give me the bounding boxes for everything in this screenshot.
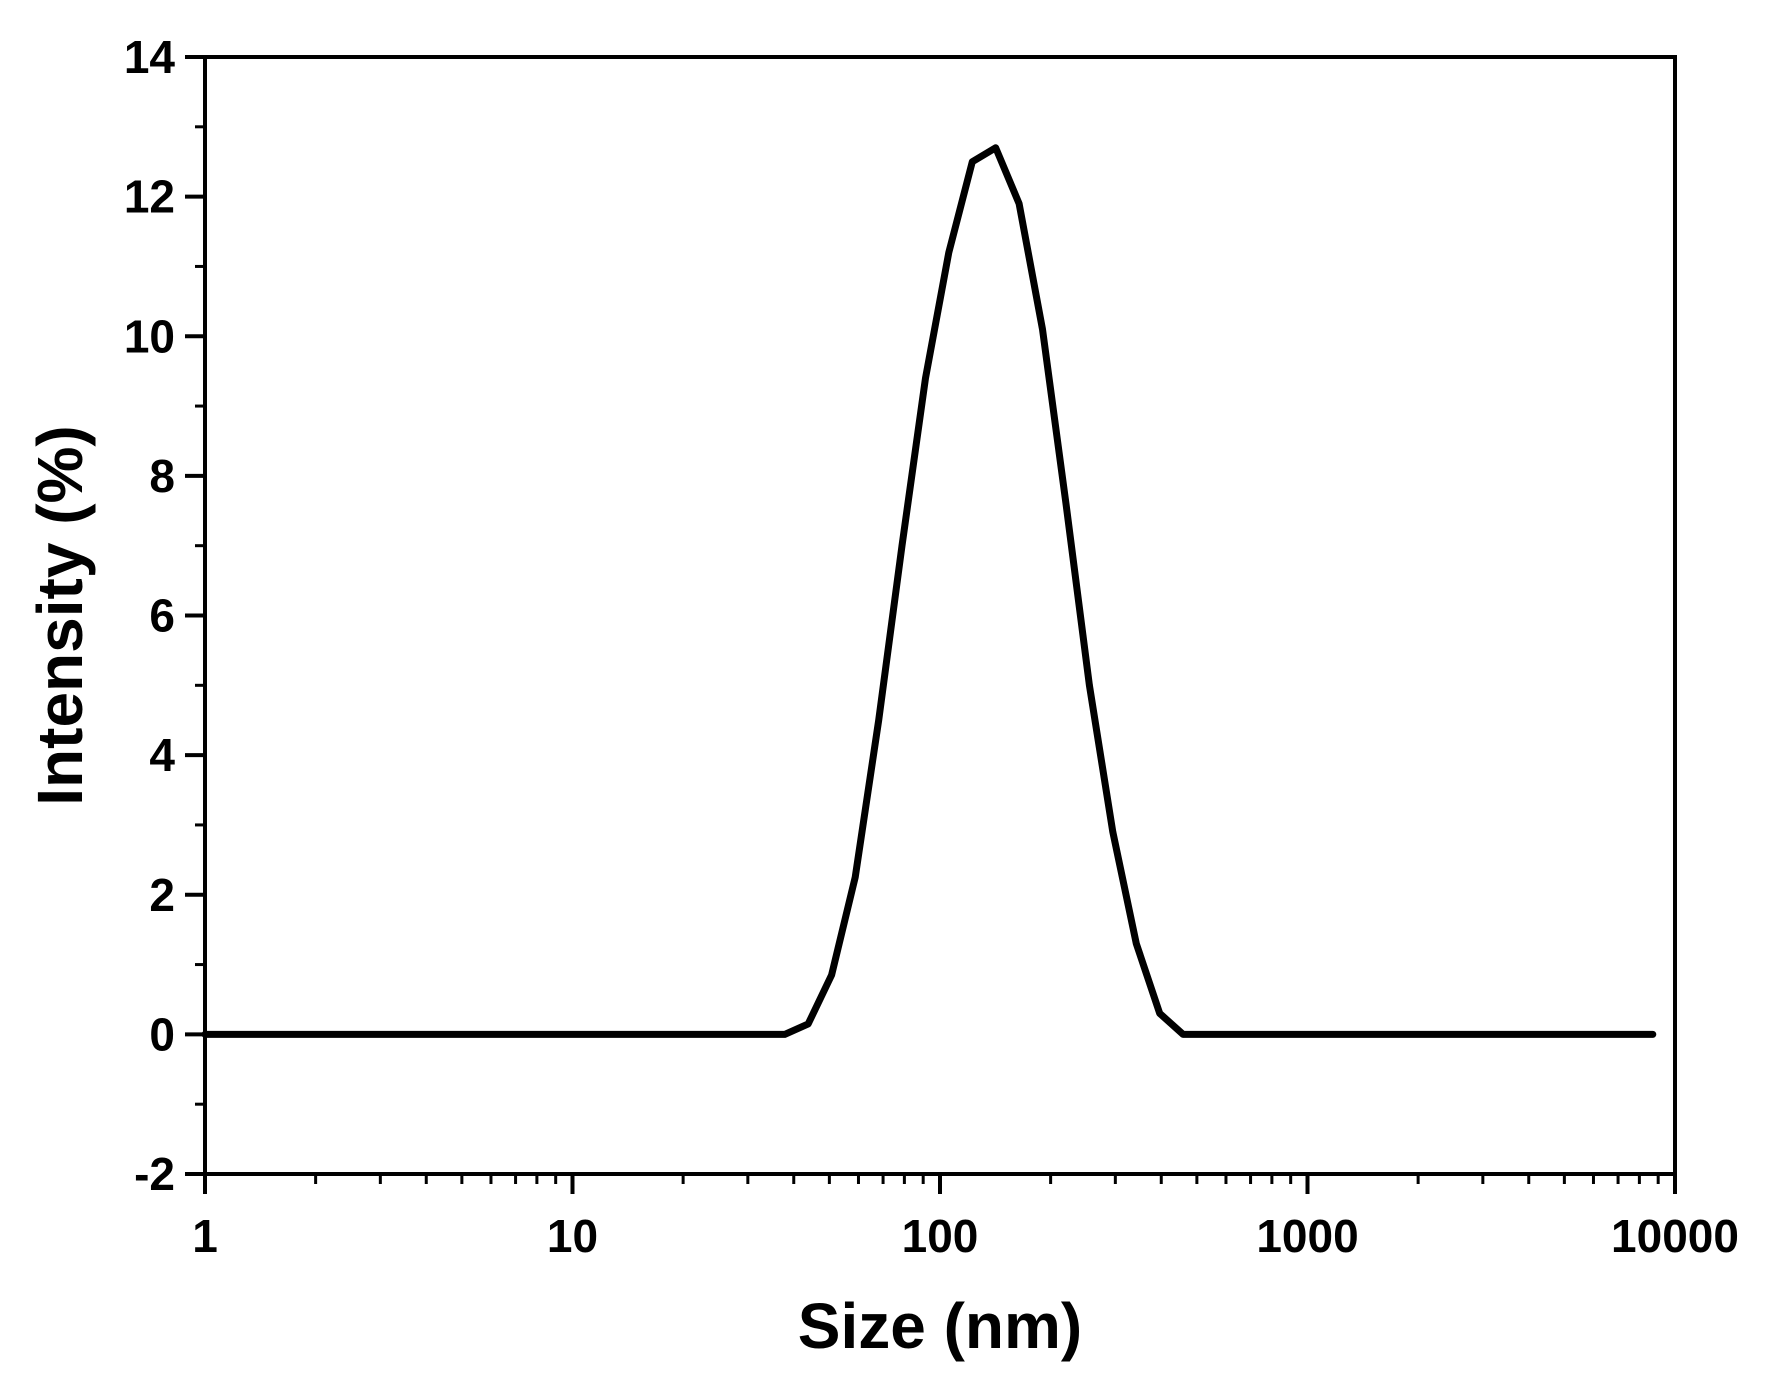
y-tick-label: 6 — [149, 590, 175, 642]
y-tick-label: 4 — [149, 729, 175, 781]
x-tick-label: 100 — [902, 1210, 979, 1262]
x-tick-label: 10 — [547, 1210, 598, 1262]
series-layer — [201, 144, 1657, 1038]
y-tick-label: -2 — [134, 1148, 175, 1200]
x-tick-label: 10000 — [1611, 1210, 1739, 1262]
axes: 1 10 100 1000 10000 -2 0 2 4 6 8 10 12 14 — [124, 31, 1739, 1262]
series-line — [201, 144, 1657, 1038]
y-tick-label: 14 — [124, 31, 176, 83]
y-tick-label: 8 — [149, 450, 175, 502]
y-tick-label: 2 — [149, 869, 175, 921]
x-axis-title: Size (nm) — [798, 1290, 1082, 1362]
y-tick-label: 12 — [124, 171, 175, 223]
y-axis-title: Intensity (%) — [24, 425, 96, 805]
x-tick-label: 1 — [192, 1210, 218, 1262]
x-tick-label: 1000 — [1256, 1210, 1358, 1262]
y-tick-label: 10 — [124, 310, 175, 362]
labels-layer: Size (nm) Intensity (%) — [24, 425, 1082, 1362]
y-tick-label: 0 — [149, 1008, 175, 1060]
plot-frame — [203, 55, 1677, 1176]
